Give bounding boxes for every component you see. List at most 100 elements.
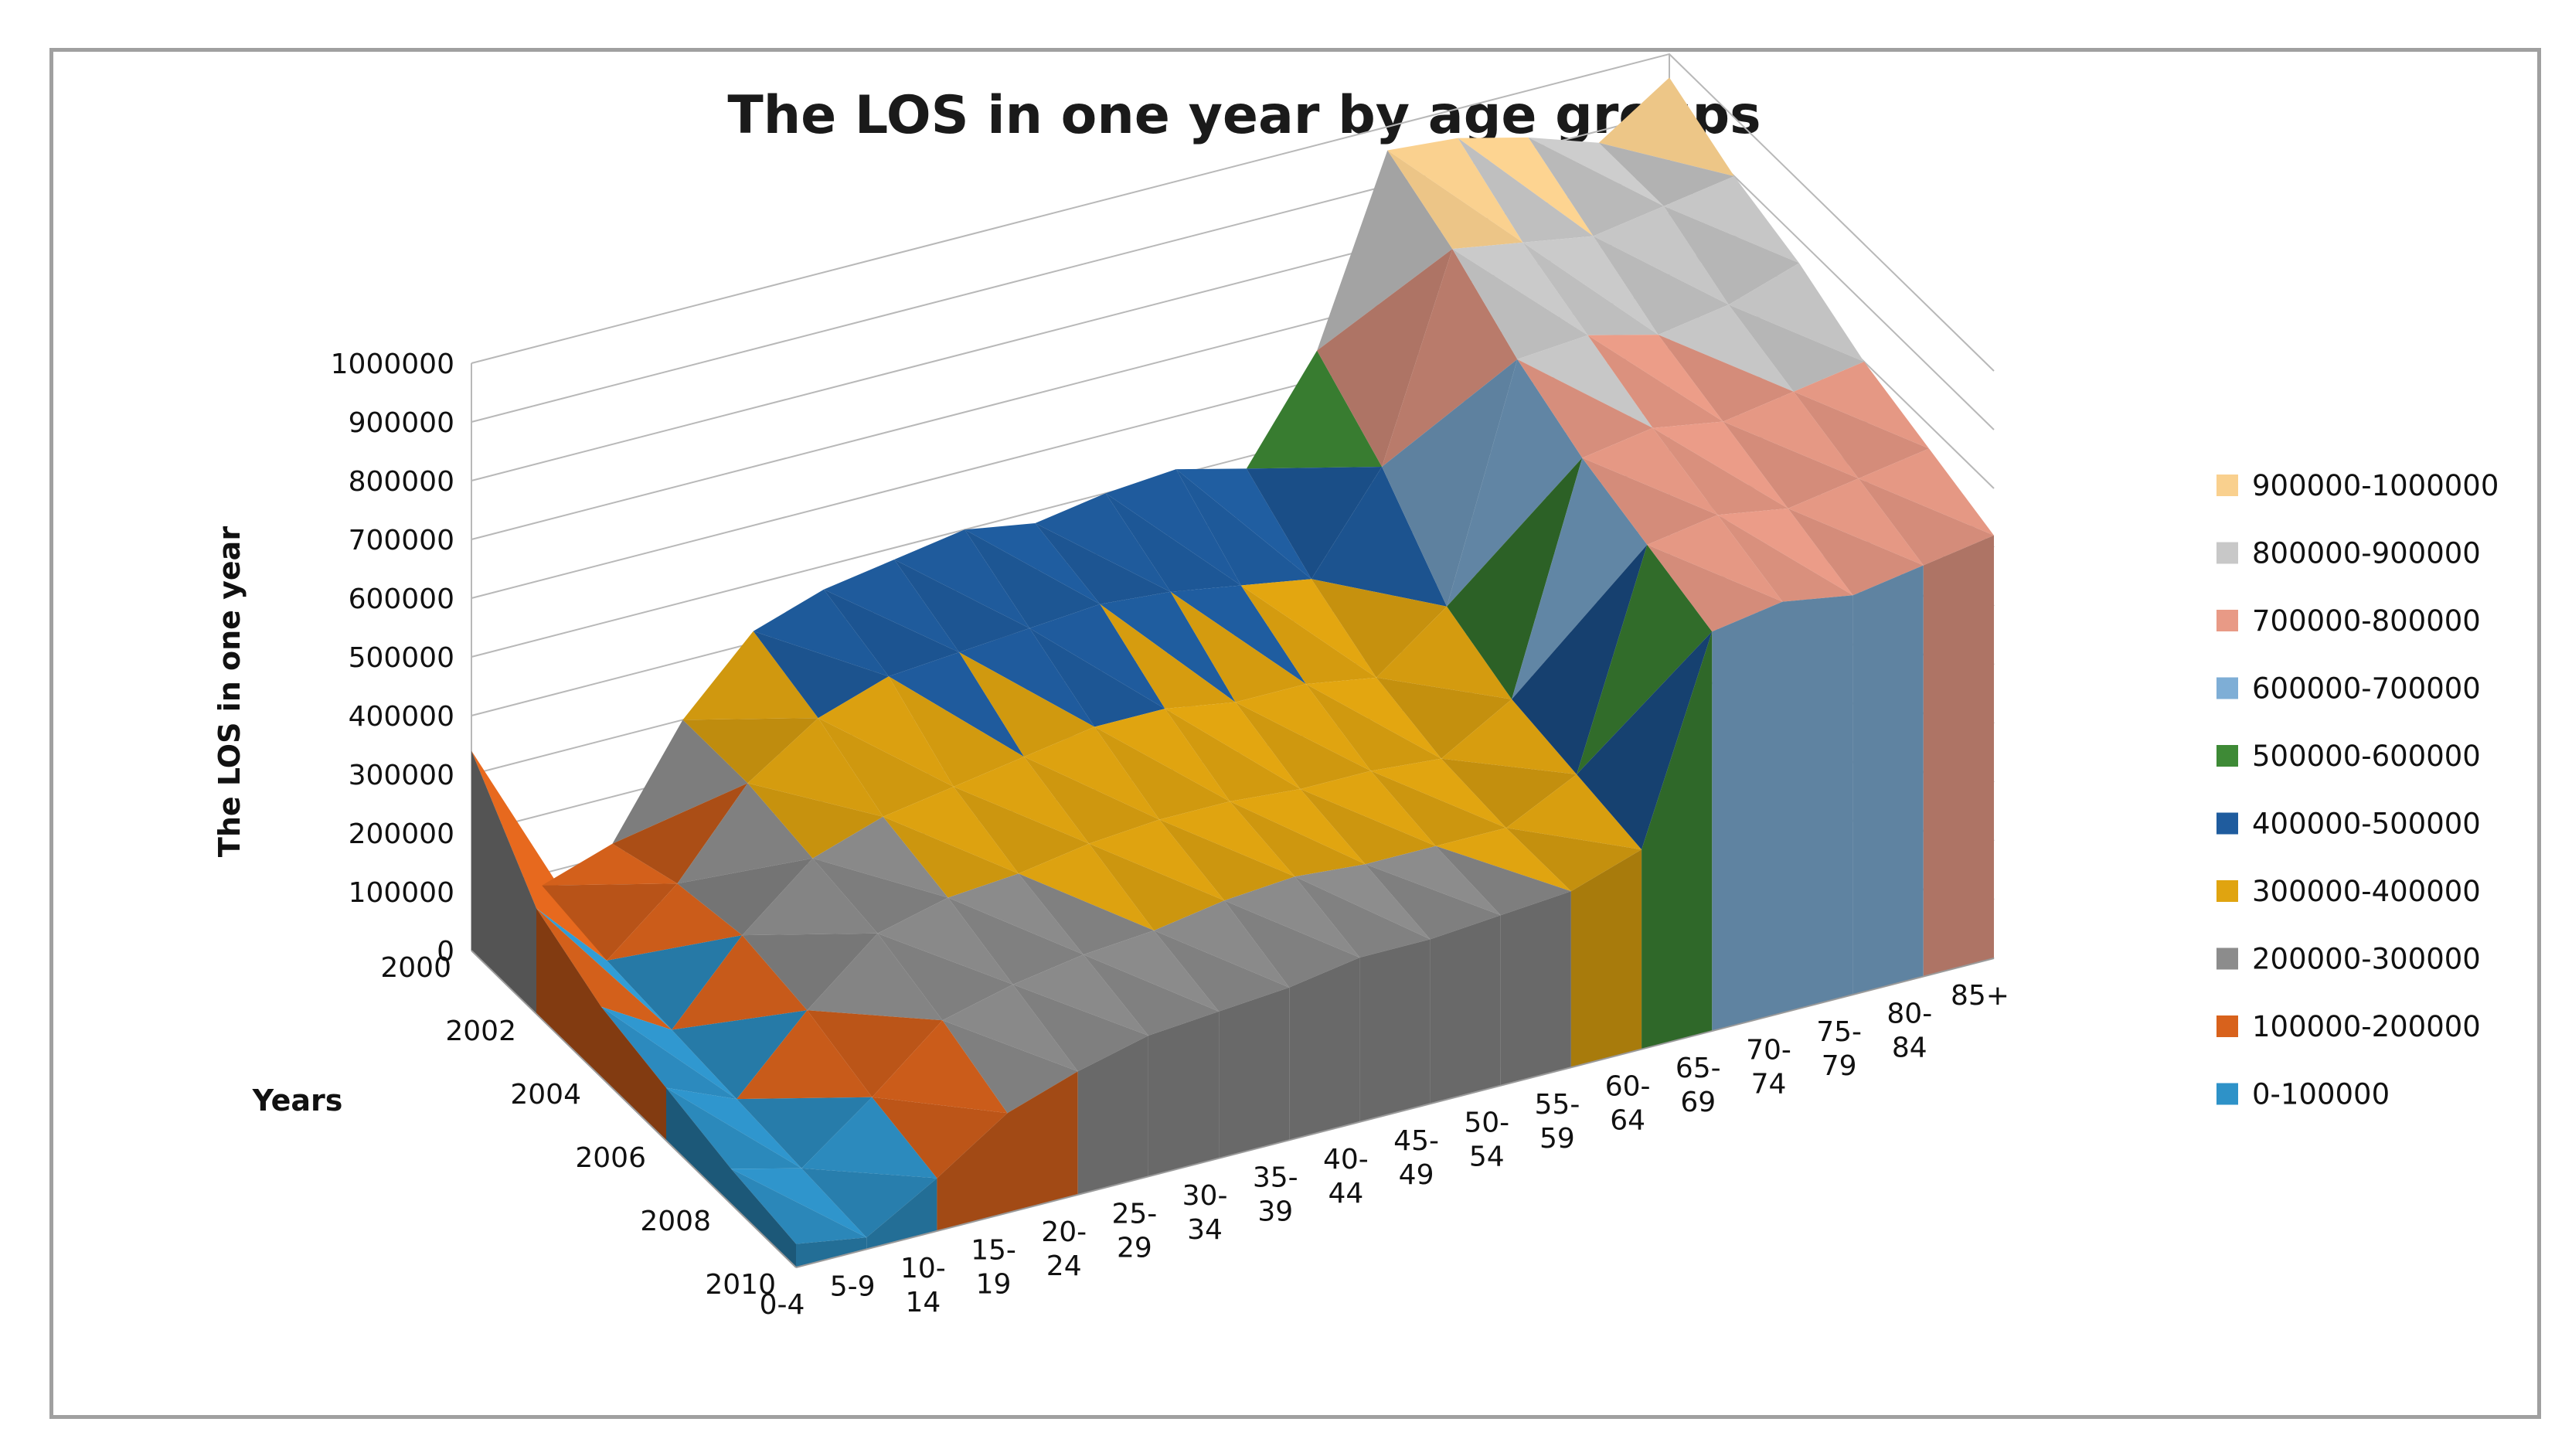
age-tick-line: 34 — [1187, 1214, 1223, 1246]
surface-facet — [747, 783, 883, 859]
surface-facet — [1035, 493, 1171, 592]
surface-facet — [1246, 467, 1383, 580]
surface-skirt — [1430, 915, 1501, 1104]
surface-facet — [1458, 137, 1594, 236]
surface-facet — [1382, 249, 1518, 467]
surface-facet — [1598, 142, 1734, 206]
surface-facet — [883, 787, 1019, 874]
surface-facet — [1577, 544, 1713, 774]
surface-facet — [1159, 801, 1295, 877]
age-tick-label: 60-64 — [1605, 1071, 1651, 1137]
surface-facet — [1300, 771, 1436, 846]
surface-facet — [1235, 702, 1371, 789]
surface-facet — [1018, 843, 1155, 930]
surface-skirt — [866, 1178, 937, 1250]
surface-layer — [471, 77, 1994, 1267]
surface-facet — [1587, 335, 1723, 422]
surface-facet — [542, 843, 678, 886]
surface-facet — [1505, 828, 1642, 892]
surface-facet — [1577, 631, 1713, 850]
surface-facet — [872, 1097, 1008, 1179]
surface-facet — [607, 935, 743, 1030]
surface-facet — [872, 1020, 1008, 1114]
surface-facet — [542, 883, 678, 961]
surface-facet — [682, 718, 818, 784]
surface-facet — [1365, 864, 1501, 940]
age-tick-line: 19 — [976, 1268, 1012, 1300]
age-tick-label: 5-9 — [830, 1271, 876, 1302]
surface-facet — [877, 933, 1013, 1021]
surface-facet — [1094, 726, 1230, 820]
surface-skirt — [1852, 565, 1924, 995]
chart-title: The LOS in one year by age groups — [727, 85, 1761, 146]
z-tick-label: 0 — [437, 936, 454, 968]
surface-facet — [1728, 263, 1864, 362]
age-tick-label: 10-14 — [900, 1253, 946, 1318]
surface-facet — [812, 858, 948, 934]
surface-facet — [1370, 771, 1506, 846]
year-tick-label: 2008 — [640, 1206, 711, 1237]
age-tick-line: 69 — [1680, 1087, 1716, 1118]
surface-facet — [942, 984, 1078, 1072]
surface-facet — [1224, 900, 1360, 988]
surface-facet — [1447, 359, 1583, 607]
surface-skirt — [471, 750, 536, 1014]
surface-facet — [1663, 206, 1799, 305]
surface-facet — [601, 1006, 737, 1100]
surface-facet — [1012, 984, 1148, 1072]
surface-facet — [1517, 335, 1653, 428]
z-tick-label: 1000000 — [331, 349, 454, 380]
surface-skirt — [1359, 939, 1431, 1122]
age-tick-line: 5-9 — [830, 1271, 876, 1302]
legend-swatch — [2216, 947, 2238, 970]
age-tick-line: 50- — [1464, 1107, 1509, 1139]
surface-facet — [737, 1010, 873, 1100]
surface-facet — [1300, 789, 1436, 865]
surface-facet — [1788, 508, 1924, 596]
surface-facet — [753, 631, 889, 719]
legend-label: 300000-400000 — [2252, 875, 2481, 908]
age-tick-line: 0-4 — [760, 1289, 805, 1321]
surface-facet — [1582, 458, 1718, 545]
surface-facet — [1858, 448, 1994, 536]
surface-facet — [1165, 702, 1301, 789]
surface-facet — [1505, 774, 1642, 850]
age-tick-label: 35-39 — [1253, 1162, 1298, 1227]
age-tick-label: 55-59 — [1535, 1089, 1580, 1155]
age-tick-line: 75- — [1816, 1016, 1862, 1048]
surface-facet — [677, 783, 813, 884]
surface-facet — [953, 787, 1090, 874]
legend-swatch — [2216, 610, 2238, 631]
age-tick-line: 20- — [1041, 1216, 1087, 1248]
surface-facet — [1365, 845, 1501, 916]
surface-facet — [1717, 515, 1853, 602]
surface-facet — [1376, 606, 1512, 699]
surface-facet — [737, 1097, 873, 1169]
surface-facet — [1858, 478, 1994, 566]
surface-facet — [807, 933, 943, 1021]
surface-facet — [1788, 478, 1924, 566]
surface-facet — [1382, 359, 1518, 607]
surface-facet — [1376, 677, 1512, 759]
z-tick-label: 600000 — [349, 583, 454, 615]
surface-facet — [1100, 591, 1236, 702]
surface-facet — [731, 1168, 867, 1238]
surface-facet — [964, 529, 1101, 628]
surface-facet — [894, 560, 1030, 652]
year-tick-label: 2002 — [445, 1015, 516, 1047]
surface-facet — [536, 908, 672, 1030]
surface-facet — [1387, 138, 1523, 243]
surface-facet — [801, 1097, 937, 1179]
age-tick-label: 15-19 — [971, 1234, 1016, 1300]
age-tick-line: 54 — [1469, 1141, 1505, 1173]
surface-facet — [1170, 591, 1306, 702]
surface-facet — [1582, 427, 1718, 515]
surface-facet — [1647, 544, 1783, 632]
age-tick-line: 45- — [1393, 1125, 1439, 1157]
surface-facet — [953, 757, 1090, 844]
surface-facet — [1528, 137, 1664, 236]
legend-swatch — [2216, 1015, 2238, 1037]
age-tick-line: 84 — [1892, 1032, 1927, 1064]
surface-facet — [1452, 242, 1588, 335]
surface-facet — [1094, 709, 1230, 801]
